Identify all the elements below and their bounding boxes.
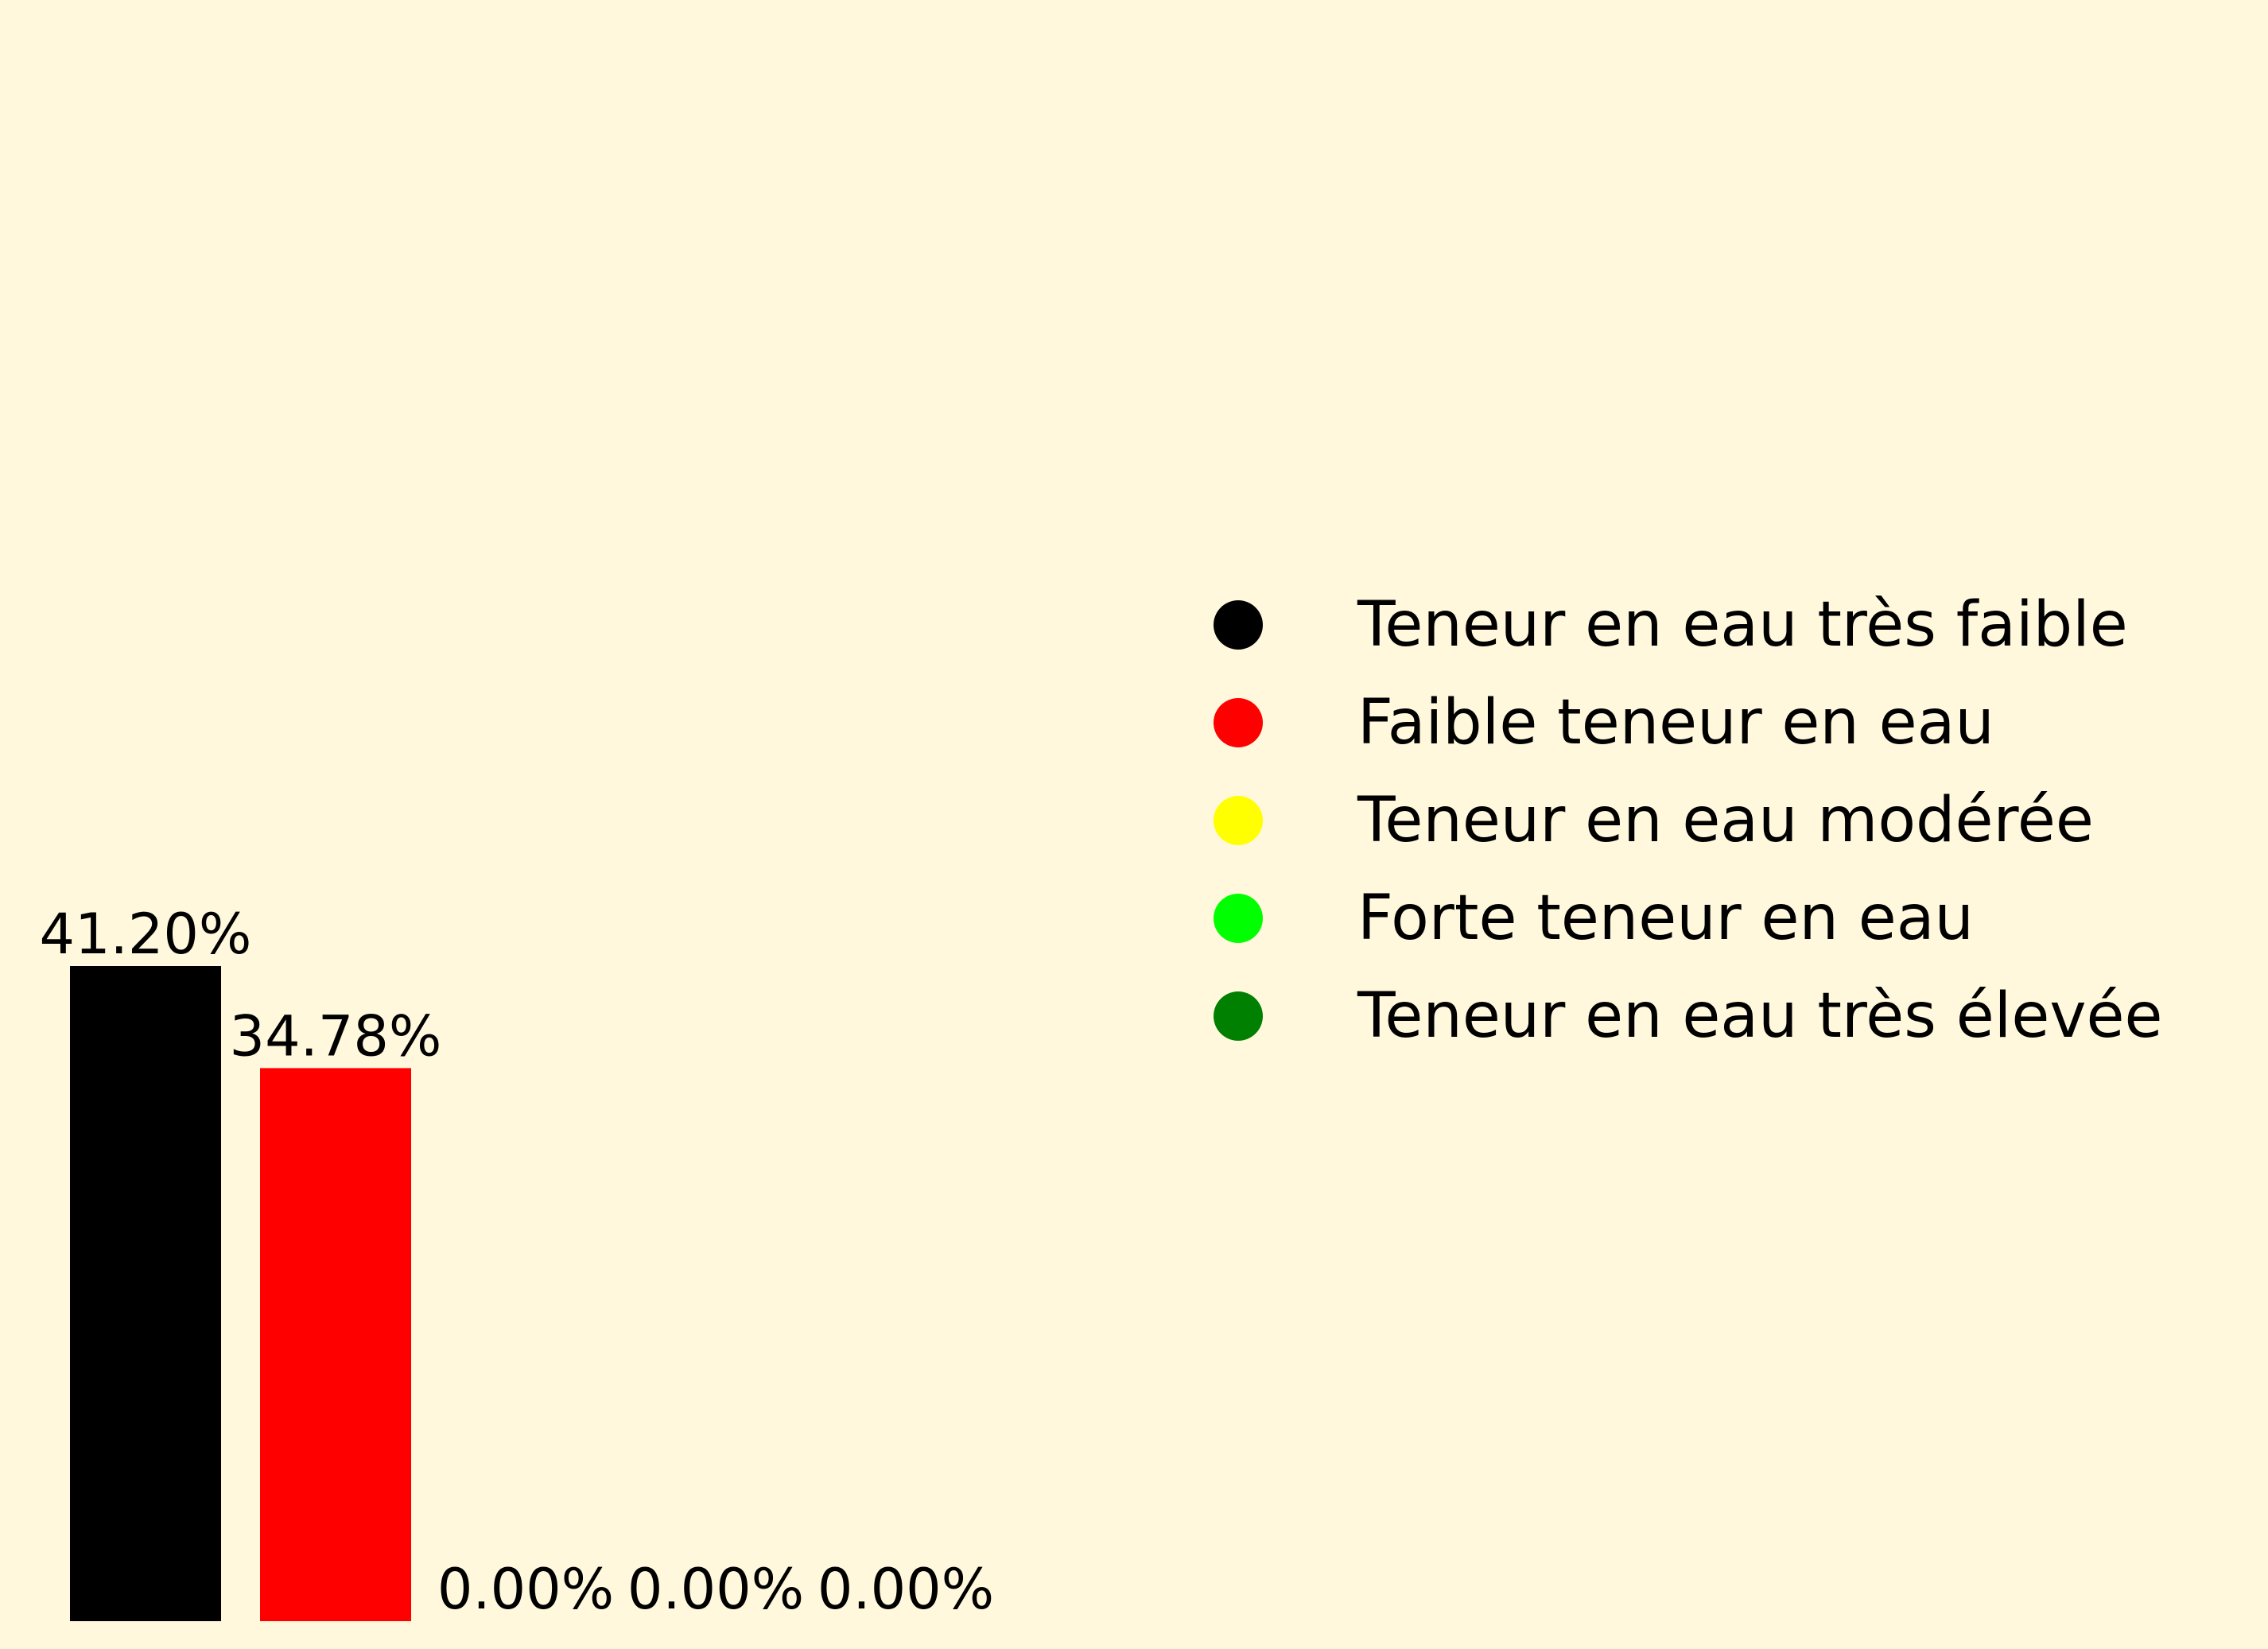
legend-label-4: Forte teneur en eau xyxy=(1357,883,1974,954)
legend-marker-1 xyxy=(1214,600,1263,650)
bar-value-label-5: 0.00% xyxy=(817,1557,994,1622)
legend-label-1: Teneur en eau très faible xyxy=(1357,589,2128,661)
legend-label-3: Teneur en eau modérée xyxy=(1357,785,2094,856)
bars-group xyxy=(70,966,411,1621)
legend-marker-4 xyxy=(1214,894,1263,943)
legend-label-2: Faible teneur en eau xyxy=(1357,687,1994,759)
legend-marker-3 xyxy=(1214,796,1263,845)
bar-value-label-3: 0.00% xyxy=(437,1557,614,1622)
bar-2 xyxy=(260,1068,411,1621)
legend-marker-2 xyxy=(1214,698,1263,747)
legend-label-5: Teneur en eau très élevée xyxy=(1357,980,2162,1052)
bar-value-label-2: 34.78% xyxy=(230,1003,442,1069)
bar-value-label-4: 0.00% xyxy=(627,1557,804,1622)
legend: Teneur en eau très faible Faible teneur e… xyxy=(1214,589,2162,1052)
legend-marker-5 xyxy=(1214,991,1263,1041)
bar-value-label-1: 41.20% xyxy=(40,902,252,967)
bar-1 xyxy=(70,966,221,1621)
value-labels-group: 41.20%34.78%0.00% 0.00% 0.00% xyxy=(40,902,995,1622)
